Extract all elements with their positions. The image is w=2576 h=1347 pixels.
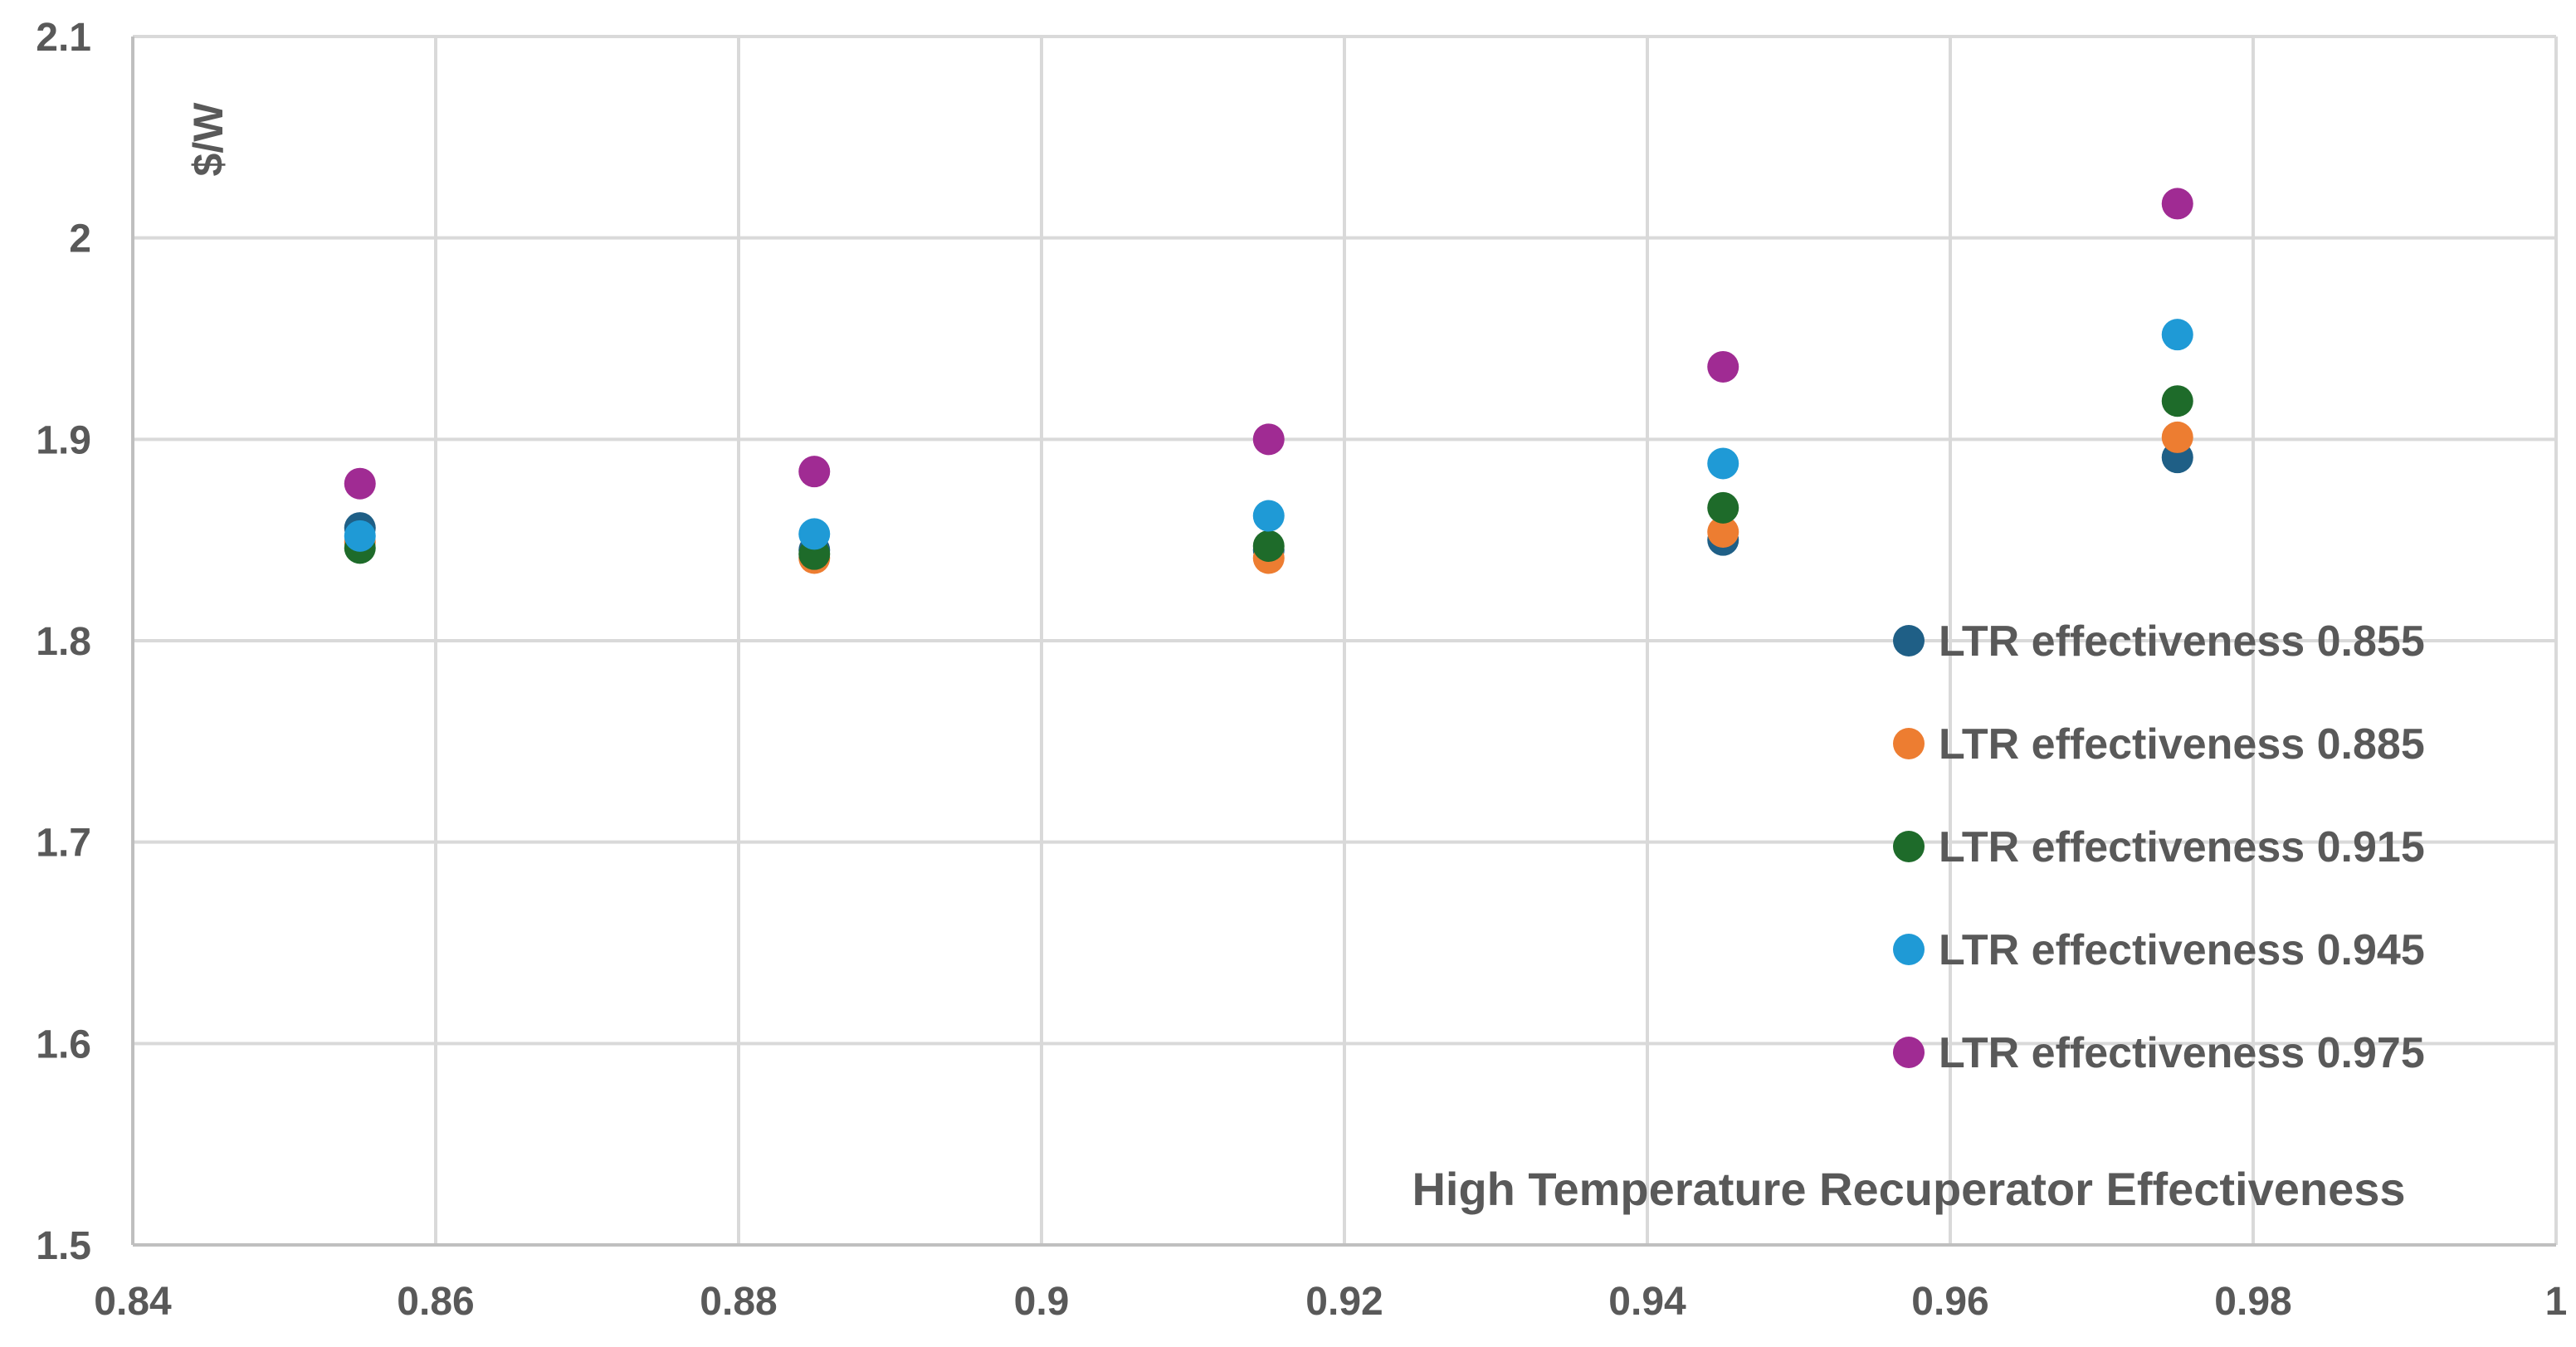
data-point	[1707, 515, 1739, 548]
x-axis-label: High Temperature Recuperator Effectivene…	[1412, 1163, 2405, 1215]
data-point	[1707, 491, 1739, 524]
legend-label: LTR effectiveness 0.855	[1939, 617, 2425, 666]
y-tick-labels: 1.5 1.6 1.7 1.8 1.9 2 2.1	[36, 16, 91, 1268]
y-tick-label: 1.5	[36, 1224, 91, 1268]
data-point	[2161, 319, 2193, 351]
data-points	[344, 188, 2193, 574]
data-point	[344, 520, 376, 552]
data-point	[1707, 447, 1739, 480]
legend-marker	[1893, 625, 1925, 656]
x-tick-label: 0.84	[94, 1280, 172, 1324]
y-axis-label: $/W	[185, 102, 232, 177]
legend-label: LTR effectiveness 0.975	[1939, 1029, 2425, 1077]
x-tick-label: 0.86	[397, 1280, 474, 1324]
x-tick-label: 0.94	[1608, 1280, 1686, 1324]
data-point	[798, 518, 831, 550]
x-tick-label: 0.92	[1305, 1280, 1383, 1324]
legend-label: LTR effectiveness 0.885	[1939, 720, 2425, 769]
data-point	[1252, 423, 1285, 456]
y-tick-label: 1.8	[36, 620, 91, 664]
legend-marker	[1893, 934, 1925, 965]
y-tick-label: 1.9	[36, 418, 91, 462]
data-point	[2161, 385, 2193, 417]
x-tick-label: 0.98	[2214, 1280, 2291, 1324]
x-tick-label: 0.96	[1911, 1280, 1988, 1324]
x-tick-label: 1	[2545, 1280, 2568, 1324]
legend-label: LTR effectiveness 0.915	[1939, 823, 2425, 871]
x-tick-label: 0.88	[700, 1280, 777, 1324]
x-tick-labels: 0.84 0.86 0.88 0.9 0.92 0.94 0.96 0.98 1	[94, 1280, 2567, 1324]
legend: LTR effectiveness 0.855 LTR effectiveness…	[1893, 617, 2425, 1077]
legend-marker	[1893, 728, 1925, 759]
data-point	[2161, 188, 2193, 220]
legend-marker	[1893, 831, 1925, 862]
y-tick-label: 2.1	[36, 16, 91, 60]
y-tick-label: 1.6	[36, 1022, 91, 1066]
axes	[131, 37, 2556, 1247]
y-tick-label: 1.7	[36, 822, 91, 866]
horizontal-gridlines	[133, 35, 2556, 1046]
data-point	[1252, 500, 1285, 532]
data-point	[1252, 530, 1285, 562]
x-tick-label: 0.9	[1014, 1280, 1070, 1324]
legend-label: LTR effectiveness 0.945	[1939, 926, 2425, 974]
y-tick-label: 2	[69, 217, 91, 261]
data-point	[798, 456, 831, 488]
data-point	[1707, 350, 1739, 383]
data-point	[2161, 421, 2193, 453]
data-point	[344, 467, 376, 500]
legend-marker	[1893, 1037, 1925, 1068]
